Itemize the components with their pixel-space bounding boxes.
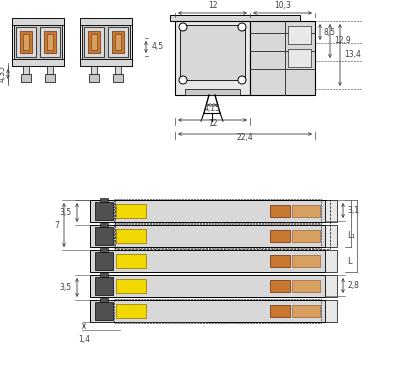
Bar [116, 254, 146, 268]
Bar [90, 300, 325, 322]
Bar [16, 27, 36, 57]
Bar [325, 275, 337, 297]
Bar [292, 230, 320, 242]
Bar [114, 299, 321, 323]
Bar [40, 27, 60, 57]
Bar [12, 18, 64, 66]
Bar [116, 279, 146, 293]
Bar [20, 31, 32, 53]
Bar [325, 200, 337, 222]
Bar [270, 305, 290, 317]
Bar [116, 229, 146, 243]
Text: L: L [347, 256, 352, 266]
Text: 12: 12 [208, 119, 217, 128]
Bar [95, 277, 113, 295]
Text: 8,5: 8,5 [324, 27, 336, 36]
Bar [100, 223, 108, 227]
Bar [21, 74, 31, 82]
Bar [90, 225, 325, 247]
Text: 12: 12 [208, 1, 217, 10]
Text: L₁: L₁ [347, 232, 355, 240]
Text: 4,15: 4,15 [204, 104, 220, 113]
Bar [82, 25, 130, 59]
Bar [116, 304, 146, 318]
Circle shape [238, 76, 246, 84]
Bar [270, 205, 290, 217]
Bar [90, 250, 325, 272]
Bar [91, 34, 97, 50]
Bar [100, 198, 108, 202]
Bar [288, 26, 311, 44]
Bar [170, 15, 300, 21]
Bar [270, 230, 290, 242]
Bar [288, 49, 311, 67]
Bar [89, 74, 99, 82]
Bar [115, 66, 121, 78]
Text: 1,4: 1,4 [78, 335, 90, 344]
Bar [180, 25, 245, 80]
Text: 3,1: 3,1 [347, 206, 359, 215]
Bar [12, 59, 64, 66]
Bar [12, 18, 64, 25]
Text: 2,8: 2,8 [347, 281, 359, 290]
Bar [23, 66, 29, 78]
Circle shape [179, 23, 187, 31]
Bar [270, 280, 290, 292]
Bar [185, 89, 240, 95]
Bar [292, 305, 320, 317]
Text: 4,35: 4,35 [0, 66, 6, 82]
Bar [100, 298, 108, 302]
Bar [47, 34, 53, 50]
Bar [100, 248, 108, 252]
Bar [90, 275, 325, 297]
Text: 10,3: 10,3 [274, 1, 291, 10]
Text: 3,5: 3,5 [60, 283, 72, 292]
Text: 12,9: 12,9 [334, 36, 351, 46]
Bar [292, 255, 320, 267]
Bar [114, 224, 321, 248]
Bar [95, 202, 113, 220]
Bar [108, 27, 128, 57]
Bar [44, 31, 56, 53]
Bar [175, 21, 250, 95]
Bar [90, 200, 325, 222]
Circle shape [238, 23, 246, 31]
Bar [250, 21, 315, 95]
Bar [115, 200, 330, 249]
Text: 22,4: 22,4 [237, 133, 253, 142]
Bar [14, 25, 62, 59]
Bar [114, 199, 321, 223]
Bar [292, 205, 320, 217]
Text: 13,4: 13,4 [344, 50, 361, 59]
Bar [292, 280, 320, 292]
Text: 3,5: 3,5 [60, 208, 72, 217]
Bar [100, 273, 108, 277]
Circle shape [179, 76, 187, 84]
Bar [95, 302, 113, 320]
Bar [88, 31, 100, 53]
Bar [47, 66, 53, 78]
Bar [80, 59, 132, 66]
Bar [95, 252, 113, 270]
Bar [45, 74, 55, 82]
Bar [325, 225, 337, 247]
Bar [84, 27, 104, 57]
Text: 4,5: 4,5 [152, 43, 164, 52]
Bar [112, 31, 124, 53]
Bar [113, 74, 123, 82]
Bar [115, 34, 121, 50]
Bar [95, 227, 113, 245]
Bar [116, 204, 146, 218]
Text: 7: 7 [54, 220, 59, 230]
Bar [325, 250, 337, 272]
Bar [23, 34, 29, 50]
Bar [80, 18, 132, 66]
Bar [91, 66, 97, 78]
Bar [270, 255, 290, 267]
Bar [80, 18, 132, 25]
Bar [325, 300, 337, 322]
